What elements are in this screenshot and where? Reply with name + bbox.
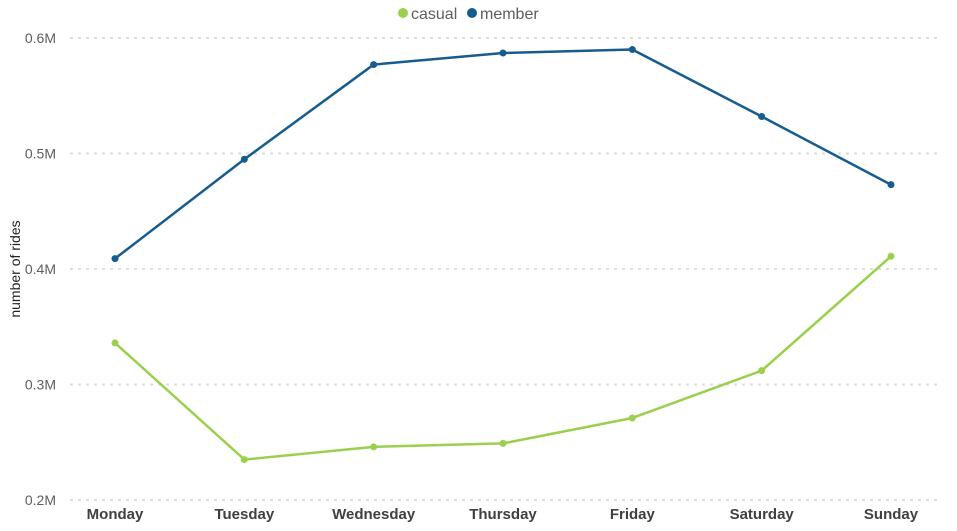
data-point-member xyxy=(240,155,248,163)
legend-label-casual: casual xyxy=(411,6,457,23)
legend: casual member xyxy=(398,6,539,23)
legend-marker-member xyxy=(467,8,477,18)
x-tick-label: Wednesday xyxy=(332,506,416,523)
series-points xyxy=(111,46,895,464)
series-line-casual xyxy=(113,255,893,461)
data-point-member xyxy=(370,61,378,69)
data-point-member xyxy=(887,181,895,189)
x-tick-label: Thursday xyxy=(469,506,537,523)
data-point-casual xyxy=(370,443,378,451)
data-point-member xyxy=(628,46,636,54)
x-axis-tick-labels: Monday Tuesday Wednesday Thursday Friday Satu… xyxy=(87,506,919,523)
data-point-casual xyxy=(111,339,119,347)
data-point-member xyxy=(758,113,766,121)
y-tick-label: 0.3M xyxy=(25,377,56,393)
x-tick-label: Saturday xyxy=(730,506,795,523)
data-point-casual xyxy=(499,439,507,447)
y-tick-label: 0.2M xyxy=(25,492,56,508)
x-tick-label: Tuesday xyxy=(214,506,274,523)
x-tick-label: Monday xyxy=(87,506,144,523)
series-lines xyxy=(113,48,893,461)
x-tick-label: Sunday xyxy=(864,506,919,523)
data-point-member xyxy=(499,49,507,57)
data-point-casual xyxy=(240,456,248,464)
data-point-casual xyxy=(758,367,766,375)
y-tick-label: 0.4M xyxy=(25,261,56,277)
legend-marker-casual xyxy=(398,8,408,18)
gridlines xyxy=(70,37,942,501)
x-tick-label: Friday xyxy=(610,506,656,523)
data-point-member xyxy=(111,255,119,263)
y-tick-label: 0.5M xyxy=(25,146,56,162)
legend-label-member: member xyxy=(480,6,539,23)
data-point-casual xyxy=(628,414,636,422)
y-axis-tick-labels: 0.2M 0.3M 0.4M 0.5M 0.6M xyxy=(25,30,56,508)
y-tick-label: 0.6M xyxy=(25,30,56,46)
data-point-casual xyxy=(887,252,895,260)
y-axis-title: number of rides xyxy=(7,220,23,317)
